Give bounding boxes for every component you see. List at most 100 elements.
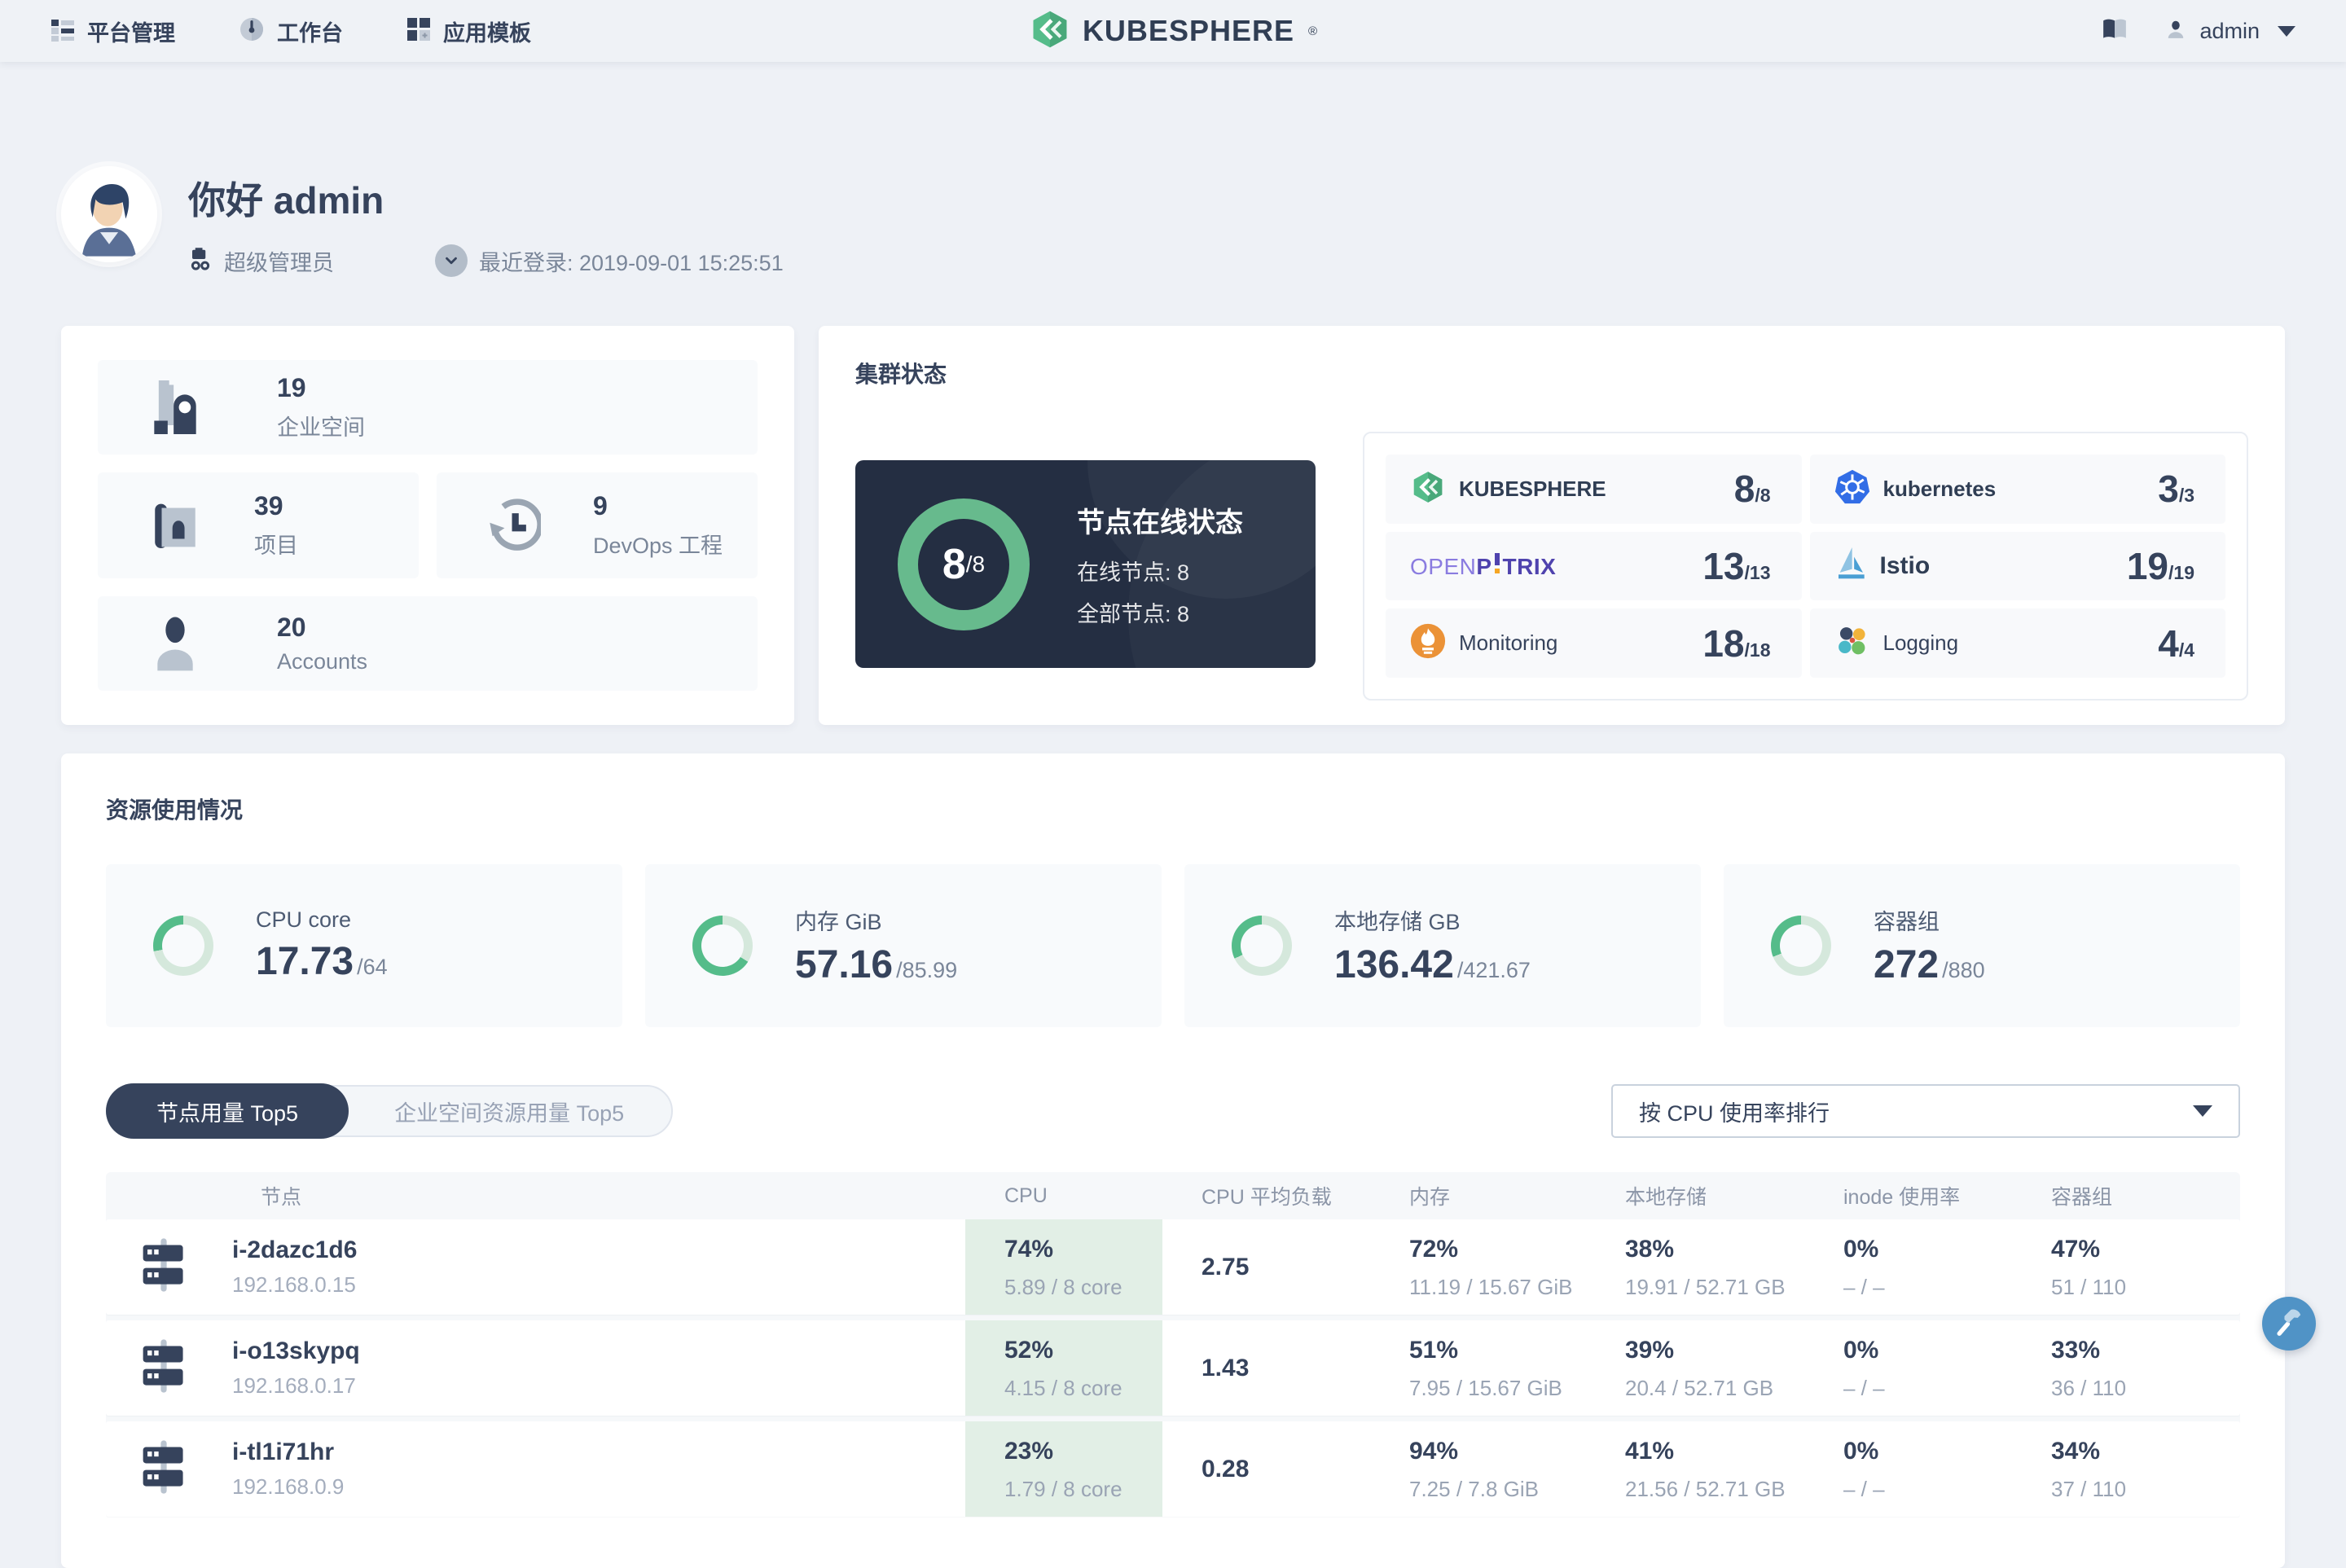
- memory-donut: [692, 916, 753, 976]
- istio-icon: [1834, 546, 1867, 586]
- pods-detail: 51 / 110: [2051, 1275, 2127, 1299]
- storage-gauge-tile[interactable]: 本地存储 GB 136.42/421.67: [1184, 864, 1701, 1027]
- node-ip: 192.168.0.17: [232, 1373, 356, 1398]
- component-monitoring[interactable]: Monitoring 18/18: [1386, 608, 1802, 678]
- tab-workspace-usage-top5[interactable]: 企业空间资源用量 Top5: [394, 1100, 625, 1126]
- pods-percent: 34%: [2051, 1438, 2101, 1465]
- workspace-icon: [145, 377, 205, 437]
- pods-total: /880: [1942, 958, 1985, 982]
- memory-gauge-tile[interactable]: 内存 GiB 57.16/85.99: [645, 864, 1162, 1027]
- nav-platform-label: 平台管理: [87, 20, 175, 46]
- storage-donut: [1232, 916, 1292, 976]
- nav-workbench[interactable]: 工作台: [239, 15, 343, 47]
- table-row[interactable]: i-2dazc1d6 192.168.0.15 74% 5.89 / 8 core…: [106, 1219, 2240, 1315]
- table-header-row: 节点 CPU CPU 平均负载 内存 本地存储 inode 使用率 容器组: [106, 1172, 2240, 1219]
- col-pods: 容器组: [2051, 1186, 2113, 1209]
- logo-registered-mark: ®: [1308, 24, 1318, 38]
- cpu-detail: 1.79 / 8 core: [1004, 1477, 1122, 1501]
- user-menu[interactable]: admin: [2165, 19, 2295, 44]
- kubesphere-logo[interactable]: KUBESPHERE ®: [1029, 8, 1317, 55]
- component-kubernetes[interactable]: kubernetes 3/3: [1809, 455, 2225, 524]
- inode-percent: 0%: [1843, 1236, 1879, 1263]
- openpitrix-exclamation: [1494, 551, 1501, 574]
- col-storage: 本地存储: [1625, 1186, 1707, 1209]
- col-memory: 内存: [1409, 1186, 1451, 1209]
- toolbox-button[interactable]: [2262, 1297, 2316, 1351]
- cpu-gauge-tile[interactable]: CPU core 17.73/64: [106, 864, 622, 1027]
- node-status-ring: 8 /8: [898, 498, 1030, 630]
- devops-stat-tile[interactable]: 9 DevOps 工程: [437, 472, 758, 578]
- last-login-clock-icon: [435, 244, 468, 277]
- projects-label: 项目: [254, 534, 298, 558]
- pods-gauge-label: 容器组: [1874, 910, 1940, 934]
- nav-app-templates[interactable]: 应用模板: [406, 15, 531, 47]
- pods-percent: 47%: [2051, 1236, 2101, 1263]
- resource-usage-title: 资源使用情况: [106, 797, 244, 823]
- cpu-total: /64: [357, 955, 388, 979]
- chevron-down-icon: [2278, 25, 2295, 37]
- accounts-stat-tile[interactable]: 20 Accounts: [98, 596, 758, 691]
- logo-wordmark: KUBESPHERE: [1082, 14, 1294, 47]
- table-row[interactable]: i-tl1i71hr 192.168.0.9 23% 1.79 / 8 core …: [106, 1421, 2240, 1517]
- storage-percent: 38%: [1625, 1236, 1675, 1263]
- storage-detail: 21.56 / 52.71 GB: [1625, 1477, 1786, 1501]
- gauge-icon: [239, 16, 265, 46]
- storage-total: /421.67: [1456, 958, 1531, 982]
- table-row[interactable]: i-o13skypq 192.168.0.17 52% 4.15 / 8 core…: [106, 1320, 2240, 1416]
- projects-stat-tile[interactable]: 39 项目: [98, 472, 419, 578]
- component-logging[interactable]: Logging 4/4: [1809, 608, 2225, 678]
- last-login-text: 最近登录: 2019-09-01 15:25:51: [479, 250, 784, 275]
- component-value: 19: [2126, 544, 2169, 587]
- node-usage-table: 节点 CPU CPU 平均负载 内存 本地存储 inode 使用率 容器组 i-…: [106, 1172, 2240, 1517]
- cluster-status-card: 集群状态 8 /8 节点在线状态 在线节点: 8 全部节点: 8: [819, 326, 2285, 725]
- platform-icon: [51, 17, 75, 46]
- nav-app-templates-label: 应用模板: [443, 20, 531, 46]
- openpitrix-wordmark: OPENP TRIX: [1410, 551, 1556, 580]
- pods-gauge-tile[interactable]: 容器组 272/880: [1724, 864, 2240, 1027]
- sort-by-value: 按 CPU 使用率排行: [1639, 1100, 1830, 1126]
- sort-by-select[interactable]: 按 CPU 使用率排行: [1611, 1084, 2240, 1138]
- select-caret-icon: [2193, 1105, 2212, 1117]
- top-nav-bar: 平台管理 工作台 应用模板 KUBESPHERE ® admin: [0, 0, 2346, 62]
- storage-detail: 20.4 / 52.71 GB: [1625, 1376, 1774, 1400]
- memory-percent: 51%: [1409, 1337, 1459, 1364]
- cpu-gauge-label: CPU core: [256, 907, 352, 932]
- devops-label: DevOps 工程: [593, 534, 723, 558]
- component-total: /8: [1755, 485, 1771, 507]
- tab-node-usage-top5[interactable]: 节点用量 Top5: [106, 1083, 349, 1139]
- top5-tab-group: 节点用量 Top5 企业空间资源用量 Top5: [106, 1083, 674, 1139]
- platform-counts-card: 19 企业空间 39 项目 9 DevOps 工程: [61, 326, 794, 725]
- memory-percent: 72%: [1409, 1236, 1459, 1263]
- pods-detail: 37 / 110: [2051, 1477, 2127, 1501]
- node-name: i-tl1i71hr: [232, 1438, 335, 1465]
- col-node: 节点: [261, 1186, 302, 1209]
- component-name: Istio: [1879, 551, 1931, 579]
- accounts-label: Accounts: [277, 649, 368, 674]
- docs-book-icon[interactable]: [2102, 18, 2128, 45]
- node-name: i-2dazc1d6: [232, 1236, 358, 1263]
- component-kubesphere[interactable]: KUBESPHERE 8/8: [1386, 455, 1802, 524]
- cpu-load-average: 2.75: [1202, 1253, 1250, 1280]
- devops-history-icon: [484, 499, 544, 552]
- component-name: kubernetes: [1883, 476, 1997, 501]
- component-istio[interactable]: Istio 19/19: [1809, 531, 2225, 601]
- workspaces-stat-tile[interactable]: 19 企业空间: [98, 360, 758, 455]
- component-openpitrix[interactable]: OPENP TRIX 13/13: [1386, 531, 1802, 601]
- cpu-load-average: 1.43: [1202, 1354, 1250, 1381]
- col-cpu: CPU: [1004, 1184, 1048, 1207]
- pods-used: 272: [1874, 943, 1940, 986]
- server-node-icon: [140, 1440, 187, 1498]
- storage-gauge-label: 本地存储 GB: [1334, 910, 1461, 934]
- greeting-title: 你好 admin: [188, 179, 384, 222]
- component-total: /3: [2178, 485, 2194, 507]
- hammer-icon: [2274, 1307, 2304, 1342]
- memory-detail: 7.25 / 7.8 GiB: [1409, 1477, 1539, 1501]
- cpu-percent: 23%: [1004, 1438, 1054, 1465]
- cpu-load-average: 0.28: [1202, 1455, 1250, 1482]
- node-name: i-o13skypq: [232, 1337, 360, 1364]
- logging-icon: [1834, 623, 1870, 663]
- nav-platform[interactable]: 平台管理: [51, 15, 175, 47]
- node-online-status-card[interactable]: 8 /8 节点在线状态 在线节点: 8 全部节点: 8: [855, 460, 1316, 668]
- kubernetes-icon: [1834, 469, 1870, 509]
- cpu-percent: 74%: [1004, 1236, 1054, 1263]
